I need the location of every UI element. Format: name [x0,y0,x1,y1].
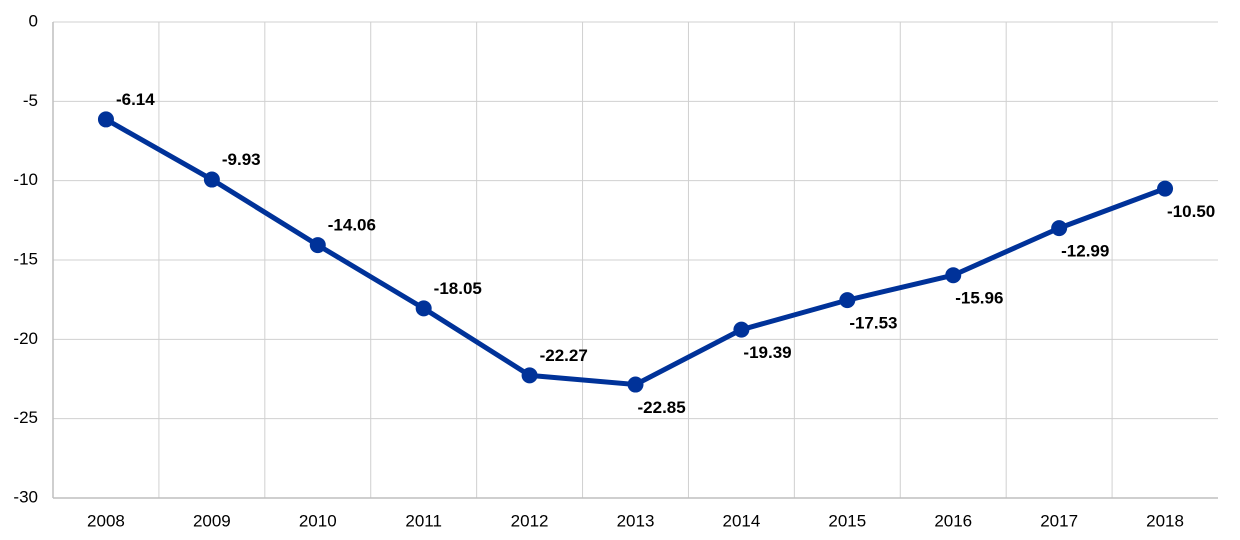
x-tick-label: 2017 [1040,511,1078,530]
data-label: -10.50 [1167,202,1215,221]
data-label: -12.99 [1061,242,1109,261]
data-label: -19.39 [743,343,791,362]
data-point [839,292,856,309]
x-tick-label: 2009 [193,511,231,530]
x-tick-label: 2010 [299,511,337,530]
y-tick-label: -20 [13,329,38,348]
x-tick-label: 2018 [1146,511,1184,530]
y-tick-label: -5 [23,91,38,110]
data-point [309,237,326,254]
x-tick-label: 2015 [828,511,866,530]
y-tick-label: -30 [13,487,38,506]
data-point [415,300,432,317]
data-label: -14.06 [328,216,376,235]
y-tick-label: -15 [13,249,38,268]
data-label: -22.27 [540,346,588,365]
y-tick-label: -25 [13,408,38,427]
data-label: -6.14 [116,90,155,109]
data-label: -22.85 [638,398,686,417]
data-point [203,171,220,188]
data-point [97,111,114,128]
data-point [627,376,644,393]
data-point [1157,180,1174,197]
data-label: -9.93 [222,150,261,169]
data-point [733,321,750,338]
x-tick-label: 2011 [405,511,442,530]
data-label: -18.05 [434,279,482,298]
x-tick-label: 2014 [722,511,760,530]
x-tick-label: 2012 [511,511,549,530]
data-label: -15.96 [955,289,1003,308]
data-label: -17.53 [849,314,897,333]
data-point [1051,220,1068,237]
x-tick-label: 2016 [934,511,972,530]
x-tick-label: 2013 [617,511,655,530]
y-tick-label: -10 [13,170,38,189]
x-tick-label: 2008 [87,511,125,530]
data-point [945,267,962,284]
data-point [521,367,538,384]
y-tick-label: 0 [29,11,38,30]
